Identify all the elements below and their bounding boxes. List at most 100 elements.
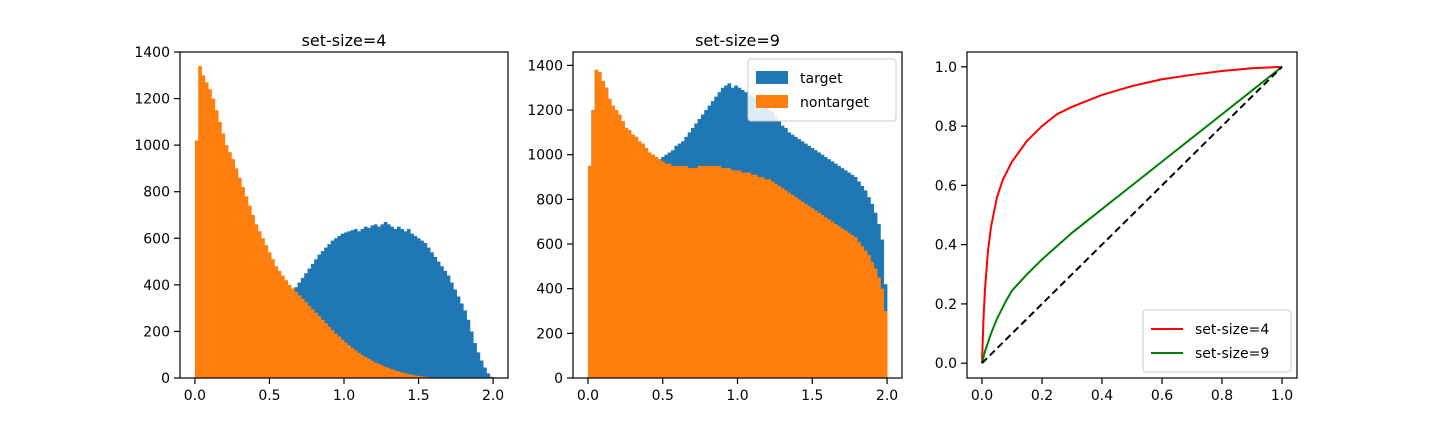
plot-area: [587, 69, 888, 378]
histogram-bar-nontarget: [797, 199, 801, 378]
histogram-bar-series-1: [410, 374, 414, 378]
histogram-bar-series-1: [198, 65, 202, 378]
histogram-bar-series-1: [340, 339, 345, 378]
histogram-bar-series-1: [337, 336, 342, 378]
histogram-bar-nontarget: [707, 165, 712, 378]
histogram-bar-series-1: [400, 372, 404, 378]
histogram-bar-nontarget: [807, 206, 811, 378]
plot-area: [194, 65, 494, 378]
histogram-bar-nontarget: [594, 69, 599, 378]
y-tick-label: 1200: [134, 92, 170, 108]
histogram-bar-series-0: [324, 247, 328, 378]
histogram-bar-series-1: [228, 152, 232, 378]
histogram-bar-series-0: [410, 233, 414, 378]
y-tick-label: 0.4: [935, 238, 957, 254]
histogram-bar-series-1: [294, 291, 298, 378]
histogram-bar-nontarget: [837, 226, 841, 378]
histogram-bar-nontarget: [760, 177, 765, 378]
histogram-bar-series-1: [221, 133, 226, 378]
histogram-bar-series-1: [317, 316, 322, 378]
histogram-bar-series-0: [330, 240, 335, 378]
histogram-bar-series-0: [426, 247, 431, 378]
histogram-bar-series-1: [204, 82, 209, 378]
histogram-bar-series-1: [416, 375, 421, 378]
histogram-bar-nontarget: [724, 168, 728, 378]
histogram-bar-series-1: [237, 177, 242, 378]
histogram-bar-nontarget: [597, 72, 602, 378]
histogram-bar-series-0: [430, 252, 434, 378]
histogram-bar-series-0: [403, 231, 408, 378]
histogram-bar-series-1: [373, 362, 378, 378]
histogram-bar-series-0: [337, 235, 342, 378]
histogram-bar-nontarget: [617, 114, 622, 378]
y-tick-label: 1000: [134, 138, 170, 154]
histogram-bar-nontarget: [830, 221, 835, 378]
histogram-bar-series-1: [413, 375, 418, 378]
histogram-bar-nontarget: [720, 168, 725, 378]
histogram-bar-series-1: [208, 89, 212, 378]
chart-title: set-size=9: [695, 31, 780, 50]
x-tick-label: 2.0: [482, 388, 504, 404]
histogram-bar-nontarget: [714, 165, 718, 378]
histogram-bar-nontarget: [664, 163, 669, 378]
histogram-bar-series-1: [287, 284, 292, 378]
x-tick-label: 0.0: [577, 388, 599, 404]
histogram-bar-nontarget: [857, 241, 861, 378]
chance-diagonal-line: [981, 66, 1283, 364]
histogram-bar-series-0: [344, 232, 348, 378]
histogram-bar-nontarget: [624, 127, 629, 378]
histogram-bar-series-1: [254, 224, 259, 378]
y-tick-label: 1.0: [935, 60, 957, 76]
histogram-bar-series-1: [251, 215, 255, 378]
legend-label: nontarget: [800, 95, 869, 111]
x-tick-label: 1.0: [333, 388, 355, 404]
y-tick-label: 0: [161, 371, 170, 387]
legend-label: set-size=4: [1195, 322, 1269, 338]
histogram-bar-series-1: [304, 302, 308, 378]
histogram-bar-series-1: [257, 231, 262, 378]
histogram-bar-nontarget: [860, 246, 865, 378]
legend-box: [1142, 309, 1292, 373]
axes-frame: [966, 51, 1298, 379]
histogram-bar-series-0: [479, 360, 484, 378]
histogram-bar-series-0: [450, 282, 454, 378]
histogram-bar-nontarget: [883, 311, 888, 378]
histogram-bar-series-1: [350, 348, 355, 378]
histogram-bar-nontarget: [697, 165, 702, 378]
histogram-bar-series-1: [327, 326, 332, 378]
histogram-bar-series-1: [363, 357, 368, 378]
x-tick-label: 2.0: [876, 388, 898, 404]
histogram-bar-series-0: [387, 224, 391, 378]
histogram-bar-series-0: [367, 227, 371, 378]
histogram-bar-nontarget: [850, 235, 855, 378]
histogram-bar-series-0: [483, 367, 487, 378]
histogram-bar-nontarget: [780, 188, 785, 378]
histogram-bar-nontarget: [813, 210, 818, 378]
histogram-bar-nontarget: [770, 181, 775, 378]
histogram-bar-series-0: [340, 233, 345, 378]
histogram-bar-series-1: [261, 238, 265, 378]
legend-label: target: [800, 71, 843, 87]
histogram-bar-nontarget: [684, 165, 689, 378]
histogram-bar-series-1: [247, 205, 252, 378]
histogram-bar-nontarget: [700, 165, 705, 378]
histogram-bar-nontarget: [867, 255, 871, 378]
histogram-bar-nontarget: [601, 81, 605, 378]
y-tick-label: 0.8: [935, 119, 957, 135]
legend-swatch: [756, 95, 788, 108]
y-tick-label: 800: [143, 185, 170, 201]
histogram-bar-series-0: [406, 228, 411, 378]
histogram-bar-nontarget: [787, 192, 792, 378]
histogram-bar-nontarget: [704, 165, 708, 378]
x-tick-label: 0.0: [184, 388, 206, 404]
histogram-bar-series-0: [476, 352, 481, 378]
histogram-bar-series-0: [353, 228, 358, 378]
histogram-bar-nontarget: [607, 98, 612, 378]
histogram-bar-nontarget: [674, 165, 679, 378]
histogram-bar-series-1: [387, 368, 391, 378]
histogram-bar-series-1: [360, 355, 365, 378]
histogram-bar-nontarget: [800, 201, 805, 378]
histogram-bar-series-0: [423, 242, 428, 378]
histogram-bar-series-1: [300, 298, 305, 378]
